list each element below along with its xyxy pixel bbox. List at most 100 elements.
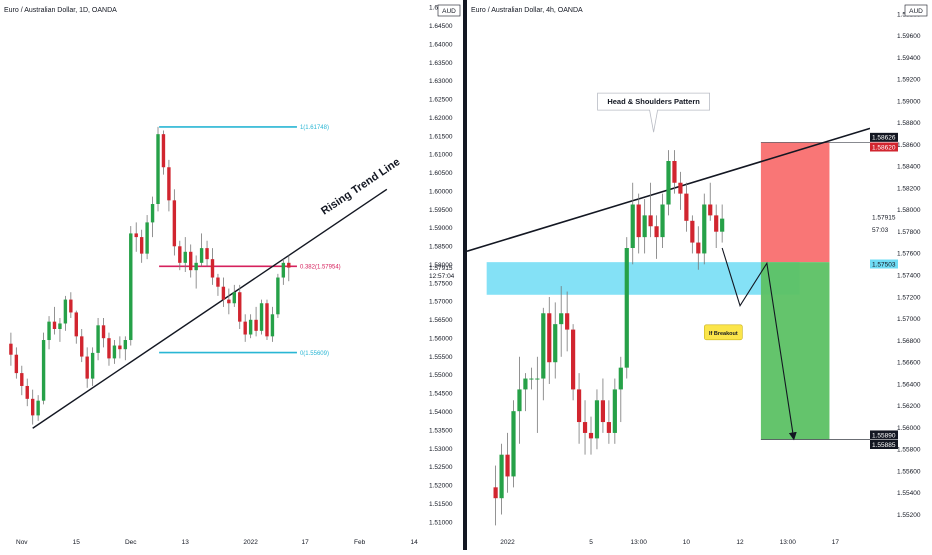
candle-body[interactable] [499,454,504,499]
candle-body[interactable] [547,313,552,363]
candle-body[interactable] [565,313,570,330]
candle-body[interactable] [145,222,149,254]
currency-badge-left[interactable] [437,4,461,17]
candle-body[interactable] [582,422,588,433]
candle-body[interactable] [511,411,516,477]
candle-body[interactable] [265,303,269,337]
price-axis-tag[interactable] [870,132,898,142]
candle-body[interactable] [58,323,62,329]
candle-body[interactable] [553,324,558,363]
candle-body[interactable] [702,204,707,254]
candle-body[interactable] [636,204,641,238]
candle-body[interactable] [52,321,57,329]
candle-body[interactable] [178,246,182,263]
price-axis-tag[interactable] [870,259,898,269]
candle-body[interactable] [648,215,653,227]
support-zone[interactable] [486,262,800,295]
candle-body[interactable] [85,356,89,379]
candle-body[interactable] [172,200,177,247]
candle-body[interactable] [493,487,498,499]
candle-body[interactable] [720,218,725,232]
candle-body[interactable] [523,378,528,390]
candle-body[interactable] [600,400,606,423]
candle-body[interactable] [74,312,78,337]
candle-body[interactable] [69,299,73,313]
candle-body[interactable] [678,182,683,194]
candle-body[interactable] [660,204,665,238]
price-axis-tag[interactable] [870,225,898,235]
candle-body[interactable] [594,400,600,439]
candle-body[interactable] [221,286,226,300]
candle-body[interactable] [684,193,689,221]
pattern-callout-box[interactable] [597,92,710,133]
candle-body[interactable] [281,262,286,278]
candle-body[interactable] [216,277,220,287]
candle-body[interactable] [9,343,13,355]
daily-chart-panel[interactable]: 1(1.61748) 0.382(1.57954) 0(1.55609) Risin… [0,0,463,550]
candle-body[interactable] [210,259,215,278]
breakout-callout-box[interactable] [704,324,743,341]
candle-body[interactable] [232,292,236,304]
candle-body[interactable] [41,340,46,401]
candle-body[interactable] [96,325,100,353]
candle-body[interactable] [199,248,204,263]
candle-body[interactable] [287,262,291,268]
candle-body[interactable] [238,292,242,322]
candle-body[interactable] [630,204,635,249]
candle-body[interactable] [624,248,629,368]
candle-body[interactable] [139,237,144,254]
daily-chart[interactable]: 1(1.61748) 0.382(1.57954) 0(1.55609) Risin… [0,0,463,550]
price-axis-tag[interactable] [870,439,898,449]
candle-body[interactable] [254,319,258,331]
candle-body[interactable] [541,313,546,379]
candle-body[interactable] [80,336,84,357]
candle-body[interactable] [618,367,623,390]
candle-body[interactable] [248,319,253,335]
candle-body[interactable] [517,389,522,412]
price-axis-left[interactable] [425,0,463,550]
candle-body[interactable] [167,167,171,201]
candle-body[interactable] [690,220,695,243]
time-axis-right[interactable] [467,533,870,550]
candle-body[interactable] [588,432,594,439]
candle-body[interactable] [672,160,677,183]
candle-body[interactable] [227,299,231,304]
candle-body[interactable] [276,277,280,315]
price-axis-tag[interactable] [870,142,898,152]
candle-body[interactable] [576,389,582,423]
candle-body[interactable] [112,345,117,359]
candle-body[interactable] [14,354,19,374]
candle-body[interactable] [63,299,68,324]
candle-body[interactable] [25,385,29,399]
candle-body[interactable] [183,251,187,263]
rising-trend-line[interactable] [32,188,388,429]
candle-body[interactable] [666,160,671,205]
take-profit-zone[interactable] [760,262,830,440]
candle-body[interactable] [270,314,275,337]
stop-loss-zone[interactable] [760,142,830,263]
price-axis-tag[interactable] [870,212,898,222]
candle-body[interactable] [189,251,193,271]
candle-body[interactable] [101,325,106,339]
candle-body[interactable] [107,338,111,359]
candle-body[interactable] [642,215,647,238]
time-axis-left[interactable] [0,533,425,550]
candle-body[interactable] [259,303,264,331]
candle-body[interactable] [559,313,564,325]
h4-chart[interactable]: Head & Shoulders Pattern If Breakout 1.59… [466,0,932,550]
breakout-projection-arrow[interactable] [721,247,797,441]
candle-body[interactable] [36,400,40,416]
candle-body[interactable] [696,242,701,254]
price-axis-right[interactable] [870,0,932,550]
candle-body[interactable] [505,454,510,477]
currency-badge-right[interactable] [904,4,928,17]
candle-body[interactable] [90,352,95,379]
candle-body[interactable] [118,345,122,350]
candle-body[interactable] [134,233,138,238]
candle-body[interactable] [205,248,209,260]
price-axis-tag[interactable] [870,430,898,440]
candle-body[interactable] [20,373,24,386]
candle-body[interactable] [529,378,534,380]
candle-body[interactable] [161,134,166,168]
candle-body[interactable] [571,329,576,390]
